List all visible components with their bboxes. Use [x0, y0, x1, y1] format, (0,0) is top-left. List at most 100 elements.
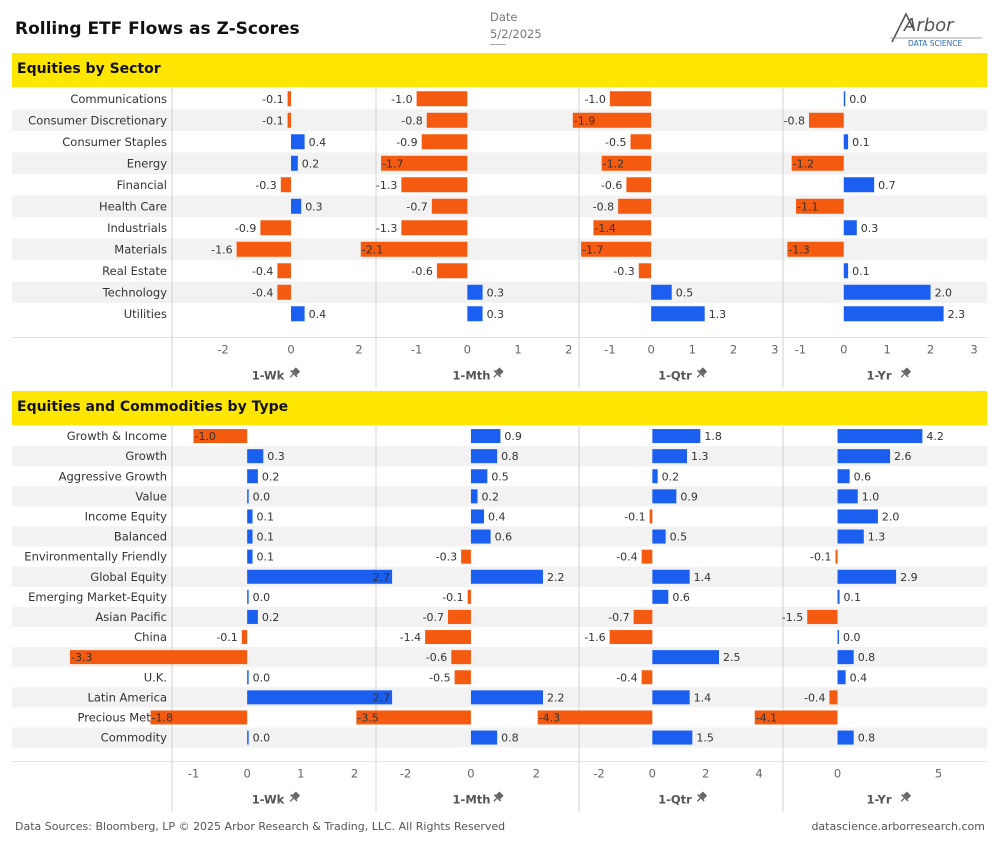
- type-bar-1-mth-growth[interactable]: [470, 449, 498, 464]
- type-bar-1-wk-growth[interactable]: [247, 449, 264, 464]
- type-bar-1-mth-environmentally-friendly[interactable]: [461, 549, 471, 564]
- type-bar-1-yr-income-equity[interactable]: [837, 509, 878, 524]
- type-bar-1-wk-asian-pacific[interactable]: [247, 609, 258, 624]
- sector-bar-1-yr-real-estate[interactable]: [843, 263, 849, 279]
- sector-bar-1-mth-health-care[interactable]: [431, 198, 468, 214]
- sector-bar-1-wk-real-estate[interactable]: [277, 263, 291, 279]
- sector-bar-1-mth-energy[interactable]: [381, 155, 468, 171]
- type-bar-1-wk-commodity[interactable]: [247, 730, 249, 745]
- type-bar-1-qtr-value[interactable]: [652, 489, 677, 504]
- sector-bar-1-yr-industrials[interactable]: [843, 220, 857, 236]
- sector-bar-1-wk-technology[interactable]: [277, 284, 291, 300]
- sector-bar-1-wk-financial[interactable]: [280, 177, 291, 193]
- sector-bar-1-qtr-health-care[interactable]: [618, 198, 652, 214]
- sector-bar-1-yr-health-care[interactable]: [796, 198, 844, 214]
- type-bar-1-qtr-emerging-market-equity[interactable]: [652, 589, 669, 604]
- type-bar-1-yr-balanced[interactable]: [837, 529, 864, 544]
- sector-bar-1-qtr-consumer-staples[interactable]: [630, 134, 652, 150]
- type-bar-1-mth-emerging-market-equity[interactable]: [467, 589, 471, 604]
- type-bar-1-mth-balanced[interactable]: [470, 529, 491, 544]
- sector-bar-1-mth-utilities[interactable]: [467, 306, 483, 322]
- type-bar-1-yr-growth-income[interactable]: [837, 429, 923, 444]
- type-bar-1-mth-china[interactable]: [425, 630, 471, 645]
- type-bar-1-wk-china[interactable]: [241, 630, 248, 645]
- pin-icon[interactable]: [898, 366, 912, 380]
- sector-bar-1-wk-consumer-staples[interactable]: [291, 134, 305, 150]
- pin-icon[interactable]: [898, 790, 912, 804]
- type-bar-1-wk-income-equity[interactable]: [247, 509, 253, 524]
- sector-bar-1-yr-technology[interactable]: [843, 284, 931, 300]
- date-filter-value[interactable]: 5/2/2025: [490, 27, 542, 41]
- sector-bar-1-qtr-real-estate[interactable]: [638, 263, 652, 279]
- type-bar-1-yr-growth[interactable]: [837, 449, 891, 464]
- sector-bar-1-yr-consumer-staples[interactable]: [843, 134, 849, 150]
- type-bar-1-wk-european[interactable]: [70, 650, 248, 665]
- type-bar-1-mth-value[interactable]: [470, 489, 478, 504]
- sector-bar-1-qtr-energy[interactable]: [601, 155, 652, 171]
- sector-bar-1-wk-consumer-discretionary[interactable]: [287, 112, 291, 128]
- type-bar-1-qtr-aggressive-growth[interactable]: [652, 469, 658, 484]
- sector-bar-1-qtr-materials[interactable]: [581, 241, 652, 257]
- type-bar-1-qtr-commodity[interactable]: [652, 730, 693, 745]
- sector-bar-1-yr-financial[interactable]: [843, 177, 875, 193]
- type-bar-1-wk-growth-income[interactable]: [193, 429, 248, 444]
- sector-bar-1-yr-utilities[interactable]: [843, 306, 944, 322]
- type-bar-1-yr-china[interactable]: [837, 630, 840, 645]
- sector-bar-1-mth-communications[interactable]: [416, 91, 468, 107]
- type-bar-1-yr-u-k[interactable]: [837, 670, 846, 685]
- type-bar-1-yr-precious-metals[interactable]: [754, 710, 838, 725]
- type-bar-1-yr-latin-america[interactable]: [829, 690, 838, 705]
- sector-bar-1-qtr-consumer-discretionary[interactable]: [572, 112, 652, 128]
- pin-icon[interactable]: [287, 366, 301, 380]
- sector-bar-1-yr-energy[interactable]: [791, 155, 844, 171]
- sector-bar-1-mth-technology[interactable]: [467, 284, 483, 300]
- type-bar-1-yr-emerging-market-equity[interactable]: [837, 589, 840, 604]
- type-bar-1-wk-emerging-market-equity[interactable]: [247, 589, 249, 604]
- sector-bar-1-yr-consumer-discretionary[interactable]: [809, 112, 844, 128]
- sector-bar-1-wk-materials[interactable]: [236, 241, 291, 257]
- type-bar-1-qtr-income-equity[interactable]: [649, 509, 653, 524]
- sector-bar-1-qtr-financial[interactable]: [626, 177, 652, 193]
- type-bar-1-qtr-latin-america[interactable]: [652, 690, 690, 705]
- type-bar-1-wk-latin-america[interactable]: [247, 690, 393, 705]
- type-bar-1-yr-global-equity[interactable]: [837, 569, 897, 584]
- type-bar-1-yr-european[interactable]: [837, 650, 854, 665]
- sector-bar-1-yr-communications[interactable]: [843, 91, 846, 107]
- pin-icon[interactable]: [694, 366, 708, 380]
- sector-bar-1-wk-energy[interactable]: [291, 155, 298, 171]
- sector-bar-1-mth-consumer-staples[interactable]: [421, 134, 468, 150]
- type-bar-1-mth-global-equity[interactable]: [470, 569, 543, 584]
- sector-bar-1-mth-consumer-discretionary[interactable]: [426, 112, 468, 128]
- sector-bar-1-qtr-communications[interactable]: [609, 91, 652, 107]
- type-bar-1-qtr-balanced[interactable]: [652, 529, 666, 544]
- sector-bar-1-qtr-industrials[interactable]: [593, 220, 652, 236]
- type-bar-1-mth-u-k[interactable]: [454, 670, 471, 685]
- type-bar-1-qtr-precious-metals[interactable]: [537, 710, 653, 725]
- type-bar-1-qtr-asian-pacific[interactable]: [633, 609, 653, 624]
- type-bar-1-qtr-china[interactable]: [609, 630, 653, 645]
- sector-bar-1-wk-utilities[interactable]: [291, 306, 305, 322]
- type-bar-1-qtr-u-k[interactable]: [641, 670, 653, 685]
- type-bar-1-wk-global-equity[interactable]: [247, 569, 393, 584]
- type-bar-1-yr-value[interactable]: [837, 489, 858, 504]
- type-bar-1-yr-asian-pacific[interactable]: [807, 609, 838, 624]
- type-bar-1-wk-balanced[interactable]: [247, 529, 253, 544]
- sector-bar-1-mth-real-estate[interactable]: [436, 263, 468, 279]
- pin-icon[interactable]: [694, 790, 708, 804]
- type-bar-1-mth-latin-america[interactable]: [470, 690, 543, 705]
- type-bar-1-yr-commodity[interactable]: [837, 730, 854, 745]
- sector-bar-1-wk-health-care[interactable]: [291, 198, 302, 214]
- sector-bar-1-qtr-utilities[interactable]: [651, 306, 705, 322]
- sector-bar-1-wk-industrials[interactable]: [260, 220, 291, 236]
- type-bar-1-qtr-growth-income[interactable]: [652, 429, 701, 444]
- type-bar-1-wk-aggressive-growth[interactable]: [247, 469, 258, 484]
- type-bar-1-qtr-european[interactable]: [652, 650, 719, 665]
- sector-bar-1-wk-communications[interactable]: [287, 91, 291, 107]
- type-bar-1-mth-asian-pacific[interactable]: [448, 609, 471, 624]
- type-bar-1-wk-precious-metals[interactable]: [150, 710, 248, 725]
- sector-bar-1-mth-materials[interactable]: [360, 241, 468, 257]
- type-bar-1-qtr-global-equity[interactable]: [652, 569, 690, 584]
- pin-icon[interactable]: [287, 790, 301, 804]
- type-bar-1-qtr-environmentally-friendly[interactable]: [641, 549, 653, 564]
- type-bar-1-mth-precious-metals[interactable]: [356, 710, 471, 725]
